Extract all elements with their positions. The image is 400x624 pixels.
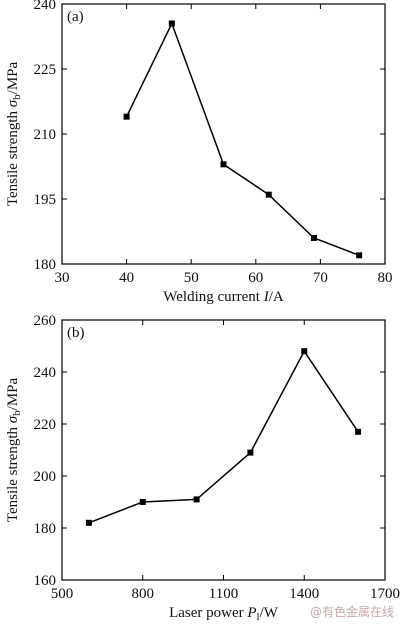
panel-a-y-axis-label: Tensile strength σb/MPa (5, 61, 23, 206)
panel-a-label: (a) (67, 9, 84, 25)
panel-b-data-point (355, 428, 362, 435)
panel-b-x-axis-label: Laser power Pl/W (169, 605, 279, 623)
panel-a-data-point (265, 191, 272, 198)
panel-a-data-point (123, 113, 130, 120)
panel-b-y-tick-label: 160 (34, 573, 57, 589)
panel-a-data-point (310, 235, 317, 241)
panel-b-plot-frame (61, 319, 386, 581)
panel-a-y-tick-label: 180 (34, 257, 57, 273)
panel-a-y-tick-label: 210 (34, 127, 57, 143)
panel-b-y-tick-label: 260 (34, 313, 57, 329)
panel-a-y-tick-label: 195 (34, 192, 57, 208)
panel-a-y-tick-label: 225 (34, 62, 57, 78)
panel-b-label: (b) (67, 325, 85, 341)
panel-b-data-point (247, 449, 254, 456)
panel-b-x-tick-label: 1400 (289, 586, 319, 602)
panel-b-y-tick-label: 240 (34, 365, 57, 381)
panel-b: 500 800 1100 1400 1700 160 180 200 220 240 260 Lase… (5, 313, 400, 623)
panel-b-y-tick-label: 200 (34, 469, 57, 485)
panel-a-x-tick-label: 30 (55, 270, 70, 286)
panel-a-series-line (125, 21, 360, 257)
panel-b-x-tick-label: 1700 (370, 586, 400, 602)
panel-a-x-tick-label: 60 (248, 270, 263, 286)
panel-a-y-tick-label: 240 (34, 0, 57, 13)
panel-a-x-tick-label: 40 (119, 270, 134, 286)
panel-a-x-axis-label: Welding current I/A (163, 289, 284, 305)
panel-b-data-point (301, 348, 308, 355)
panel-b-y-axis-label: Tensile strength σb/MPa (5, 377, 23, 522)
panel-a-x-tick-label: 80 (378, 270, 393, 286)
panel-b-y-tick-label: 220 (34, 417, 57, 433)
panel-b-series-line (88, 349, 359, 524)
panel-a-x-tick-label: 70 (313, 270, 328, 286)
watermark: @有色金属在线 (309, 605, 394, 619)
panel-a-data-point (168, 20, 175, 27)
panel-a: 30 40 50 60 70 80 180 195 210 225 240 Welding curre… (5, 0, 393, 305)
panel-b-x-tick-label: 500 (51, 586, 74, 602)
panel-b-x-tick-label: 1100 (209, 586, 238, 602)
panel-a-data-point (220, 161, 227, 168)
panel-b-data-point (85, 519, 92, 526)
panel-a-x-tick-label: 50 (184, 270, 199, 286)
panel-a-plot-frame (61, 3, 386, 265)
panel-b-x-tick-label: 800 (132, 586, 155, 602)
panel-b-y-tick-label: 180 (34, 521, 57, 537)
panel-b-data-point (193, 496, 200, 503)
panel-a-data-point (356, 252, 363, 259)
panel-b-data-point (139, 499, 146, 505)
